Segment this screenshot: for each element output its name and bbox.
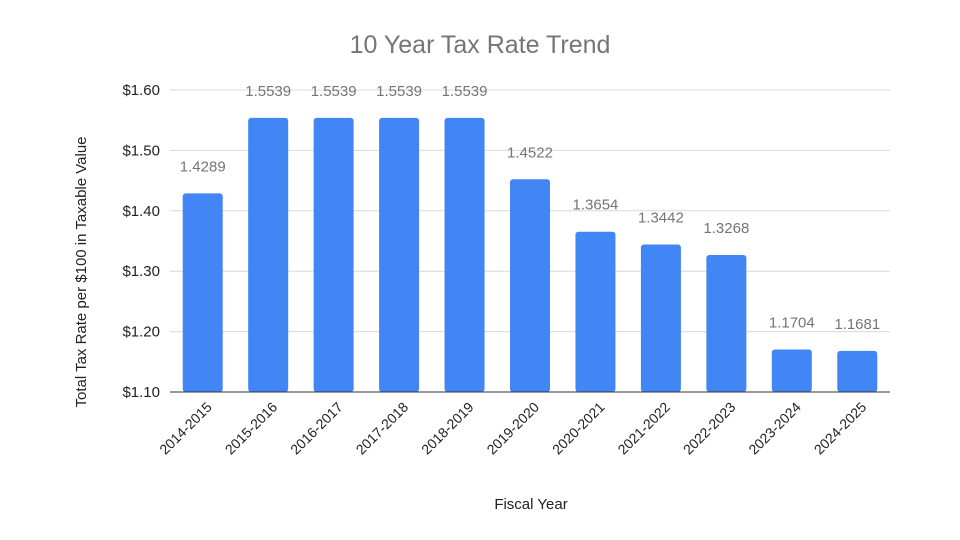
x-tick-label: 2015-2016 bbox=[222, 399, 281, 458]
bar bbox=[640, 244, 681, 392]
y-tick-label: $1.10 bbox=[122, 384, 160, 401]
bar bbox=[575, 231, 616, 392]
bar bbox=[771, 349, 812, 392]
x-tick-label: 2023-2024 bbox=[745, 399, 804, 458]
bar bbox=[313, 117, 354, 393]
x-tick-label: 2019-2020 bbox=[483, 399, 542, 458]
chart-title: 10 Year Tax Rate Trend bbox=[350, 31, 611, 59]
data-label: 1.5539 bbox=[376, 83, 422, 100]
data-label: 1.5539 bbox=[311, 83, 357, 100]
bar bbox=[837, 350, 878, 392]
x-axis-ticks: 2014-2015 2015-2016 2016-2017 2017-2018 2018… bbox=[156, 399, 869, 458]
y-tick-label: $1.40 bbox=[122, 203, 160, 220]
x-tick-label: 2020-2021 bbox=[549, 399, 608, 458]
bar bbox=[248, 117, 289, 393]
bar bbox=[510, 179, 550, 392]
bar bbox=[706, 255, 747, 392]
x-tick-label: 2021-2022 bbox=[614, 399, 673, 458]
bar bbox=[182, 193, 223, 392]
y-tick-label: $1.60 bbox=[122, 82, 160, 99]
y-axis-label: Total Tax Rate per $100 in Taxable Value bbox=[73, 136, 90, 407]
data-label: 1.4522 bbox=[507, 144, 553, 161]
data-label: 1.5539 bbox=[442, 83, 488, 100]
data-label: 1.1681 bbox=[834, 316, 880, 333]
y-axis-ticks: $1.10 $1.20 $1.30 $1.40 $1.50 $1.60 bbox=[122, 82, 160, 401]
y-tick-label: $1.30 bbox=[122, 263, 160, 280]
data-label: 1.3268 bbox=[703, 220, 749, 237]
data-labels: 1.4289 1.5539 1.5539 1.5539 1.5539 1.4522 1.36… bbox=[180, 83, 880, 333]
data-label: 1.3654 bbox=[573, 197, 619, 214]
data-label: 1.3442 bbox=[638, 210, 684, 227]
y-tick-label: $1.50 bbox=[122, 142, 160, 159]
bars bbox=[182, 117, 878, 393]
x-tick-label: 2022-2023 bbox=[680, 399, 739, 458]
x-tick-label: 2014-2015 bbox=[156, 399, 215, 458]
bar bbox=[379, 117, 420, 393]
data-label: 1.5539 bbox=[245, 83, 291, 100]
x-axis-label: Fiscal Year bbox=[494, 496, 567, 513]
data-label: 1.4289 bbox=[180, 158, 226, 175]
bar bbox=[444, 117, 485, 393]
x-tick-label: 2024-2025 bbox=[811, 399, 870, 458]
x-tick-label: 2016-2017 bbox=[287, 399, 346, 458]
data-label: 1.1704 bbox=[769, 314, 815, 331]
x-tick-label: 2017-2018 bbox=[353, 399, 412, 458]
x-tick-label: 2018-2019 bbox=[418, 399, 477, 458]
y-tick-label: $1.20 bbox=[122, 324, 160, 341]
